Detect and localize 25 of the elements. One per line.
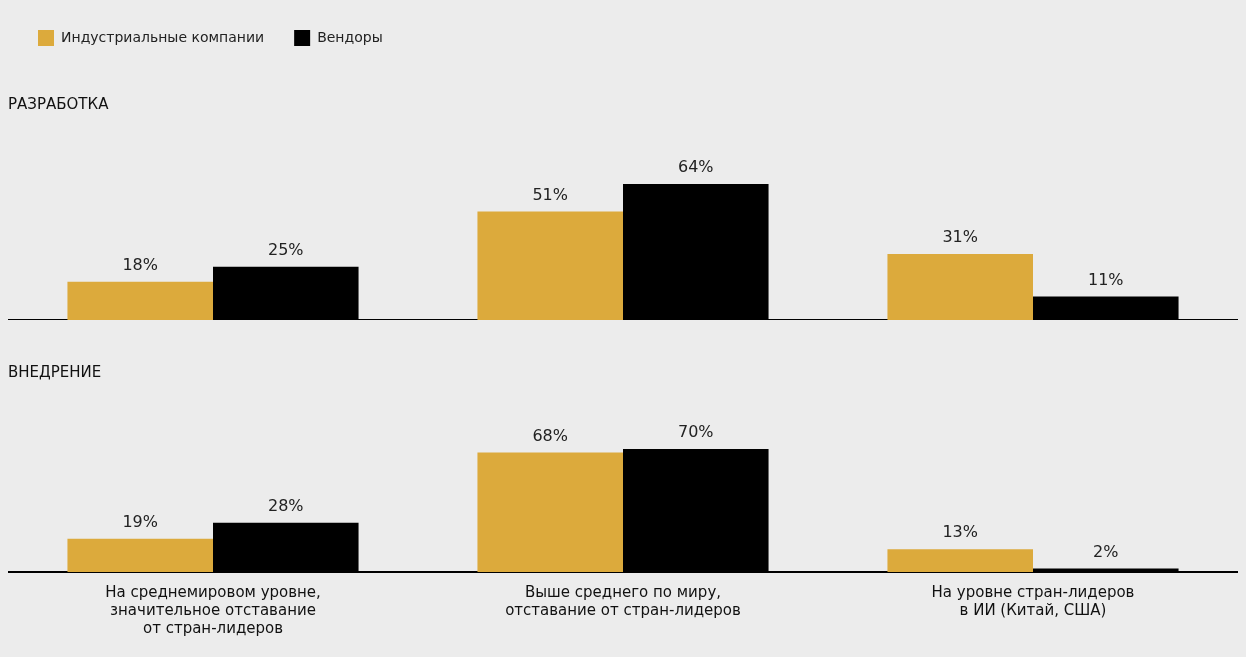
data-label: 11%	[1087, 269, 1124, 289]
data-label: 51%	[532, 184, 569, 204]
data-label: 28%	[267, 495, 304, 515]
bar	[477, 452, 623, 572]
chart-title: РАЗРАБОТКА	[8, 94, 110, 113]
bar	[477, 211, 623, 320]
data-label: 19%	[122, 511, 159, 531]
data-label: 25%	[267, 240, 304, 260]
data-label: 2%	[1093, 541, 1119, 561]
data-label: 64%	[677, 157, 714, 177]
legend-label: Индустриальные компании	[61, 28, 265, 45]
data-label: 70%	[677, 422, 714, 442]
data-label: 31%	[942, 227, 979, 247]
legend-label: Вендоры	[317, 28, 383, 45]
bar	[887, 254, 1033, 320]
bar	[67, 538, 213, 572]
bar	[67, 281, 213, 320]
x-tick-label: На среднемировом уровне, значительное отставание от стран-лидеров	[105, 582, 321, 637]
data-label: 68%	[532, 425, 569, 445]
x-tick-label: Выше среднего по миру, отставание от стран-лидеров	[505, 582, 741, 619]
data-label: 13%	[942, 522, 979, 542]
bar	[887, 549, 1033, 572]
chart-title: ВНЕДРЕНИЕ	[8, 362, 102, 381]
data-label: 18%	[122, 254, 159, 274]
x-tick-label: На уровне стран-лидеров в ИИ (Китай, США)	[931, 582, 1135, 619]
